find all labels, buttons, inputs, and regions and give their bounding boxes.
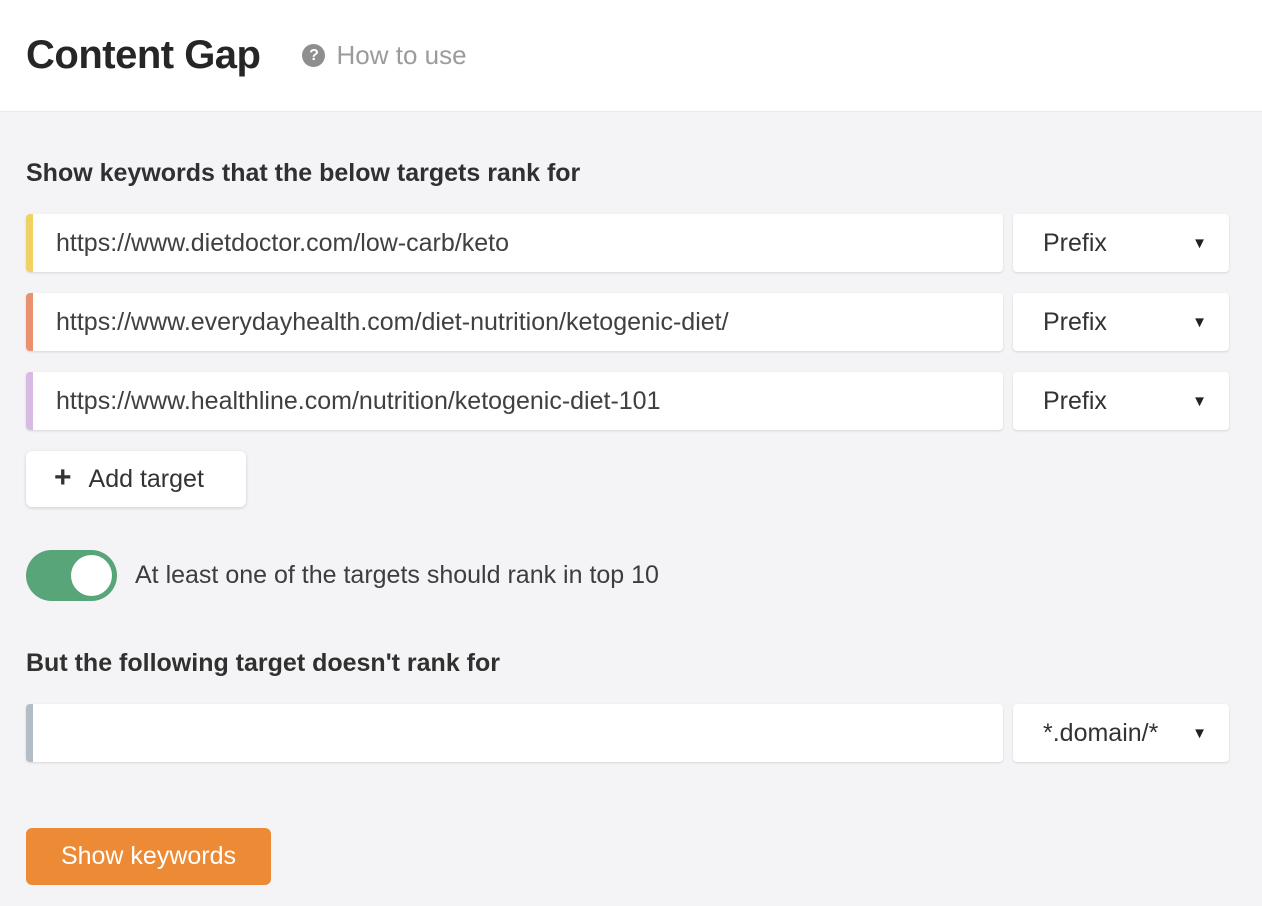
target-mode-dropdown-2[interactable]: Prefix ▼: [1013, 293, 1229, 351]
question-mark-glyph: ?: [309, 46, 319, 64]
target-input-wrap-1: [26, 214, 1003, 272]
how-to-use-label: How to use: [336, 40, 467, 70]
target-row-1: Prefix ▼: [26, 214, 1229, 272]
top10-toggle[interactable]: [26, 550, 117, 601]
exclude-target-row: *.domain/* ▼: [26, 704, 1229, 762]
target-mode-dropdown-1[interactable]: Prefix ▼: [1013, 214, 1229, 272]
page-title: Content Gap: [26, 33, 261, 77]
chevron-down-icon: ▼: [1192, 724, 1207, 742]
target-row-2: Prefix ▼: [26, 293, 1229, 351]
toggle-knob: [71, 555, 112, 596]
chevron-down-icon: ▼: [1192, 392, 1207, 410]
exclude-url-input[interactable]: [26, 704, 1003, 762]
target-input-wrap-2: [26, 293, 1003, 351]
question-mark-icon: ?: [302, 44, 326, 67]
add-target-button[interactable]: + Add target: [26, 451, 246, 507]
chevron-down-icon: ▼: [1192, 234, 1207, 252]
chevron-down-icon: ▼: [1192, 313, 1207, 331]
target-mode-value-2: Prefix: [1043, 307, 1107, 336]
target-mode-dropdown-3[interactable]: Prefix ▼: [1013, 372, 1229, 430]
content-gap-form: Show keywords that the below targets ran…: [0, 112, 1262, 885]
show-keywords-button[interactable]: Show keywords: [26, 828, 271, 885]
plus-icon: +: [54, 460, 72, 494]
exclude-section-heading: But the following target doesn't rank fo…: [26, 649, 500, 677]
top10-toggle-label: At least one of the targets should rank …: [135, 561, 659, 589]
target-url-input-1[interactable]: [26, 214, 1003, 272]
target-url-input-2[interactable]: [26, 293, 1003, 351]
exclude-input-wrap: [26, 704, 1003, 762]
top10-toggle-row: At least one of the targets should rank …: [26, 550, 1229, 601]
target-input-wrap-3: [26, 372, 1003, 430]
add-target-label: Add target: [88, 464, 204, 493]
page-header: Content Gap ? How to use: [0, 0, 1262, 112]
exclude-mode-dropdown[interactable]: *.domain/* ▼: [1013, 704, 1229, 762]
targets-section-heading: Show keywords that the below targets ran…: [26, 159, 581, 187]
how-to-use-link[interactable]: ? How to use: [302, 40, 467, 71]
show-keywords-label: Show keywords: [60, 842, 237, 870]
target-mode-value-1: Prefix: [1043, 228, 1107, 257]
target-mode-value-3: Prefix: [1043, 386, 1107, 415]
exclude-mode-value: *.domain/*: [1043, 718, 1159, 747]
target-row-3: Prefix ▼: [26, 372, 1229, 430]
target-url-input-3[interactable]: [26, 372, 1003, 430]
